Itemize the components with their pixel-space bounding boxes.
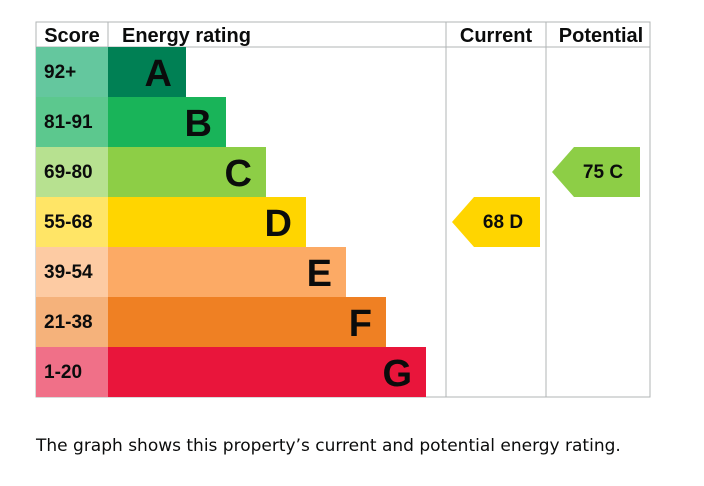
chart-caption: The graph shows this property’s current … — [36, 436, 621, 456]
score-range-g: 1-20 — [44, 362, 82, 383]
band-bar-c — [108, 147, 266, 197]
score-range-a: 92+ — [44, 62, 76, 83]
header-score: Score — [44, 25, 100, 47]
band-bar-f — [108, 297, 386, 347]
rating-bands: 92+ A 81-91 B 69-80 C 55-68 D 39-54 E 21-38 F 1-20 G — [36, 47, 426, 397]
current-rating-label: 68 D — [483, 212, 523, 233]
header-energy-rating: Energy rating — [122, 25, 251, 47]
potential-rating-label: 75 C — [583, 162, 623, 183]
score-cell-a — [36, 47, 108, 97]
current-rating-arrow — [452, 197, 540, 247]
band-bar-d — [108, 197, 306, 247]
band-letter-d: D — [265, 203, 292, 245]
score-range-b: 81-91 — [44, 112, 93, 133]
potential-rating-arrow — [552, 147, 640, 197]
band-bar-g — [108, 347, 426, 397]
header-potential: Potential — [559, 25, 643, 47]
band-bar-e — [108, 247, 346, 297]
band-letter-f: F — [349, 303, 372, 345]
band-bar-b — [108, 97, 226, 147]
score-cell-d — [36, 197, 108, 247]
score-range-c: 69-80 — [44, 162, 93, 183]
rating-indicators: 68 D 75 C — [452, 147, 640, 247]
score-cell-e — [36, 247, 108, 297]
score-cell-g — [36, 347, 108, 397]
band-letter-c: C — [225, 153, 252, 195]
band-letter-e: E — [307, 253, 332, 295]
epc-chart: Score Energy rating Current Potential 92… — [35, 21, 651, 398]
score-range-e: 39-54 — [44, 262, 93, 283]
score-range-d: 55-68 — [44, 212, 93, 233]
band-letter-g: G — [382, 353, 412, 395]
score-cell-c — [36, 147, 108, 197]
header-current: Current — [460, 25, 533, 47]
score-range-f: 21-38 — [44, 312, 93, 333]
score-cell-b — [36, 97, 108, 147]
band-bar-a — [108, 47, 186, 97]
band-letter-b: B — [185, 103, 212, 145]
score-cell-f — [36, 297, 108, 347]
band-letter-a: A — [145, 53, 172, 95]
